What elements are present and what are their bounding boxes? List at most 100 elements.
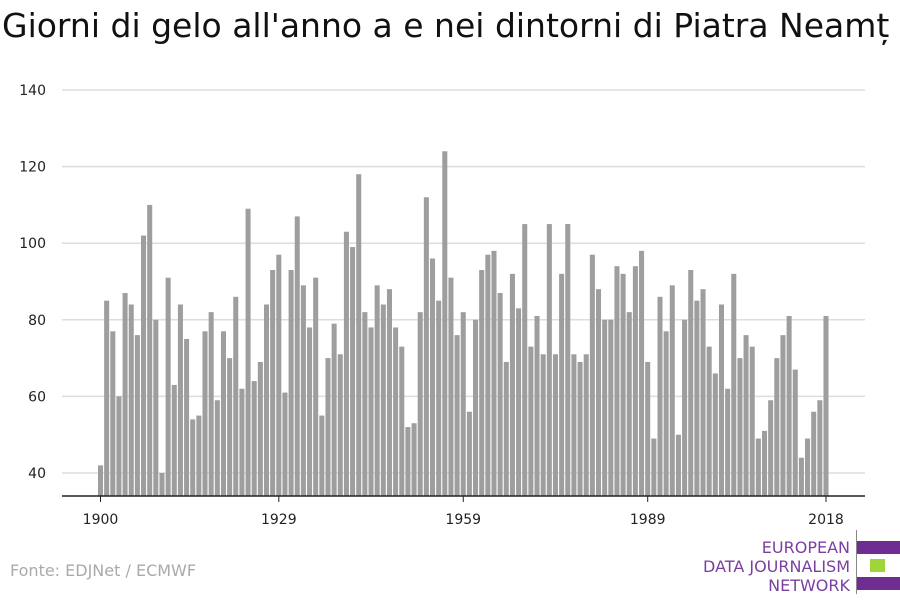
x-tick-label: 1989 (630, 512, 666, 528)
bar-1901 (104, 300, 110, 496)
bar-1965 (497, 293, 503, 496)
bar-1960 (466, 411, 472, 496)
bar-2011 (780, 335, 786, 496)
logo-bar-purple-top (857, 541, 900, 554)
bar-1923 (239, 388, 245, 496)
bar-2017 (817, 400, 823, 496)
y-tick-label: 100 (19, 236, 46, 252)
bar-1945 (374, 285, 380, 496)
x-tick-label: 1959 (445, 512, 481, 528)
bar-1946 (380, 304, 386, 496)
bar-1912 (171, 384, 177, 496)
bar-1924 (245, 208, 251, 497)
bar-1948 (393, 327, 399, 496)
bar-1907 (141, 235, 147, 497)
bar-2006 (749, 346, 755, 496)
bar-1988 (639, 250, 645, 496)
logo-divider (856, 530, 857, 594)
bar-1956 (442, 151, 448, 496)
bar-1944 (368, 327, 374, 496)
bar-1919 (214, 400, 220, 496)
bar-1932 (294, 216, 300, 496)
bar-1996 (688, 270, 694, 496)
bar-1900 (97, 465, 104, 496)
bar-1920 (220, 331, 226, 496)
bar-1979 (583, 354, 589, 496)
bar-1942 (356, 174, 362, 496)
bar-1926 (257, 361, 263, 496)
bar-1906 (134, 335, 140, 496)
bar-1975 (559, 273, 565, 496)
bar-1989 (645, 361, 651, 496)
y-tick-label: 80 (28, 313, 46, 329)
bar-1993 (669, 285, 675, 496)
bar-1970 (528, 346, 534, 496)
bar-2013 (792, 369, 798, 496)
bar-1928 (270, 270, 276, 496)
bar-1957 (448, 277, 454, 496)
bar-1978 (577, 361, 583, 496)
chart-title: Giorni di gelo all'anno a e nei dintorni… (2, 6, 890, 45)
bar-2008 (762, 430, 768, 496)
bar-2010 (774, 358, 780, 496)
logo-line-3: NETWORK (768, 576, 850, 595)
bar-1939 (337, 354, 343, 496)
bar-1981 (595, 289, 602, 496)
bar-1925 (251, 381, 257, 496)
bar-2000 (712, 373, 718, 496)
bar-1933 (300, 285, 306, 496)
bar-1922 (233, 296, 239, 496)
bar-2004 (737, 358, 743, 496)
bar-1998 (700, 289, 706, 496)
bar-1927 (263, 304, 270, 496)
bar-1904 (122, 293, 128, 496)
bar-series (97, 151, 829, 497)
bar-1902 (110, 331, 116, 496)
bar-1971 (534, 315, 540, 496)
bar-1903 (116, 396, 122, 496)
bar-2012 (786, 315, 792, 496)
bar-1963 (485, 254, 491, 496)
bar-1986 (626, 312, 632, 496)
bar-1930 (282, 392, 288, 496)
bar-1931 (288, 270, 294, 496)
bar-1913 (177, 304, 183, 496)
edjnet-logo[interactable]: EUROPEAN DATA JOURNALISM NETWORK (700, 530, 900, 595)
bar-1985 (620, 273, 626, 496)
bar-1941 (350, 247, 356, 496)
x-tick-label: 2018 (808, 512, 844, 528)
bar-1936 (319, 415, 325, 496)
y-axis-labels: 40 60 80 100 120 140 (19, 83, 46, 482)
bar-1995 (682, 319, 688, 496)
bar-1950 (405, 427, 411, 496)
bar-1935 (313, 277, 319, 496)
bar-2007 (755, 438, 761, 496)
bar-1999 (706, 346, 712, 496)
bar-1982 (602, 319, 608, 496)
bar-2018 (823, 315, 829, 496)
bar-1980 (589, 254, 595, 496)
bar-2016 (811, 411, 817, 496)
x-axis-labels: 1900 1929 1959 1989 2018 (83, 512, 844, 528)
bar-1969 (522, 224, 528, 496)
x-tick-label: 1900 (83, 512, 119, 528)
bar-1990 (651, 438, 657, 496)
bar-2014 (798, 457, 804, 496)
bar-2005 (743, 335, 749, 496)
bar-1976 (565, 224, 571, 496)
bar-1984 (614, 266, 620, 496)
bar-1934 (307, 327, 313, 496)
bar-1987 (632, 266, 638, 496)
bar-1921 (227, 358, 233, 496)
bar-2001 (718, 304, 724, 496)
y-tick-label: 40 (28, 466, 46, 482)
bar-1916 (196, 415, 202, 496)
bar-1974 (552, 354, 558, 496)
y-tick-label: 140 (19, 83, 46, 99)
bar-1953 (423, 197, 429, 496)
x-tick-label: 1929 (261, 512, 297, 528)
bar-1951 (411, 423, 417, 496)
bar-1918 (208, 312, 214, 496)
bar-1977 (571, 354, 577, 496)
